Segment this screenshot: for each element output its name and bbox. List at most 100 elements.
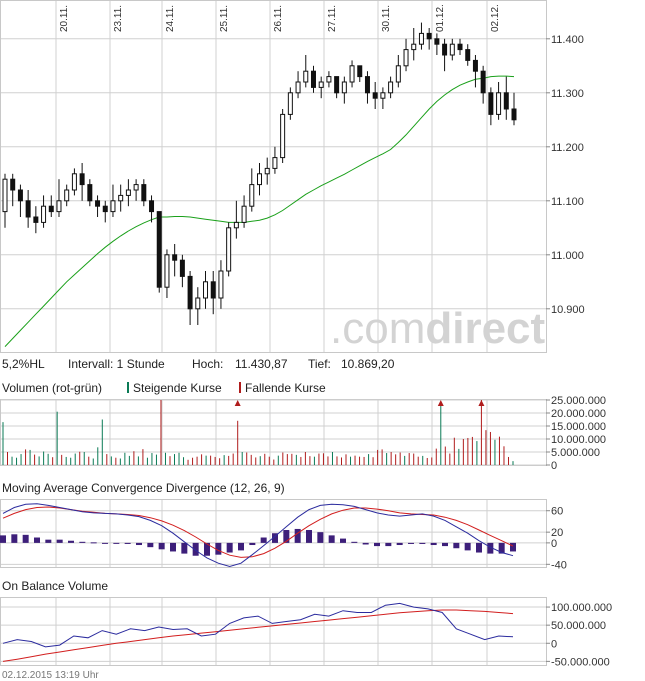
- macd-tick-label: -40: [551, 559, 567, 571]
- watermark-bold: direct: [425, 304, 545, 353]
- candle-body: [179, 259, 185, 277]
- candle-body: [210, 281, 216, 299]
- obv-axis: 100.000.000 50.000.000 0 -50.000.000: [546, 602, 612, 668]
- price-tick-label: 11.200: [551, 142, 584, 154]
- macd-histogram-bar: [215, 542, 222, 555]
- date-label: 24.11.: [165, 5, 176, 32]
- candle-body: [203, 281, 209, 299]
- macd-histogram-bar: [510, 542, 516, 552]
- candle-body: [226, 227, 232, 272]
- macd-histogram-bar: [90, 542, 97, 544]
- macd-histogram-bar: [249, 542, 256, 546]
- volume-tick-label: 15.000.000: [551, 421, 606, 433]
- macd-histogram-bar: [362, 542, 369, 545]
- moving-average-line: [4, 75, 515, 347]
- macd-lines: [2, 503, 514, 568]
- date-label: 01.12.: [435, 4, 446, 32]
- macd-histogram-bar: [238, 542, 244, 551]
- candle-body: [10, 178, 16, 191]
- candle-body: [341, 81, 347, 94]
- legend-rising-swatch: [127, 382, 129, 393]
- candle-body: [257, 173, 262, 186]
- macd-tick-label: 20: [551, 527, 563, 539]
- candle-body: [172, 254, 178, 261]
- date-label: 25.11.: [219, 5, 230, 32]
- date-label: 27.11.: [327, 5, 338, 32]
- volume-tick-label: 10.000.000: [551, 434, 606, 446]
- candle-body: [496, 92, 502, 115]
- candle-body: [357, 65, 363, 78]
- macd-histogram-bar: [283, 530, 290, 543]
- candle-body: [149, 200, 155, 213]
- candle-body: [488, 92, 494, 115]
- macd-tick-label: 0: [551, 538, 557, 550]
- macd-histogram-bar: [102, 542, 108, 544]
- date-axis: 20.11. 23.11. 24.11. 25.11. 26.11. 27.11. 30.1…: [59, 4, 501, 32]
- obv-frame: [0, 597, 547, 666]
- obv-title: On Balance Volume: [2, 579, 108, 593]
- candle-body: [87, 184, 93, 202]
- info-interval: Intervall: 1 Stunde: [68, 357, 165, 371]
- candle-body: [295, 81, 301, 94]
- macd-histogram-bar: [11, 534, 18, 543]
- candle-body: [2, 178, 8, 213]
- candle-body: [426, 32, 432, 40]
- macd-histogram-bar: [487, 542, 494, 554]
- candle-body: [280, 113, 286, 159]
- volume-axis: 05.000.00010.000.00015.000.00020.000.000…: [546, 395, 606, 472]
- candle-body: [310, 70, 316, 88]
- macd-tick-label: 60: [551, 506, 563, 518]
- candle-body: [102, 205, 108, 213]
- price-tick-label: 11.300: [551, 88, 584, 100]
- date-label: 30.11.: [381, 5, 392, 32]
- candle-body: [472, 59, 478, 72]
- macd-frame: [0, 499, 547, 568]
- macd-histogram-bar: [351, 541, 358, 543]
- candle-body: [434, 38, 440, 45]
- volume-tick-label: 20.000.000: [551, 408, 606, 420]
- macd-histogram-bar: [306, 530, 312, 543]
- candle-body: [71, 173, 77, 191]
- macd-histogram-bar: [68, 540, 74, 543]
- macd-panel: Moving Average Convergence Divergence (1…: [0, 481, 567, 571]
- macd-histogram-bar: [226, 542, 233, 553]
- volume-tick-label: 25.000.000: [551, 395, 606, 407]
- macd-histogram-bar: [374, 542, 380, 547]
- macd-histogram-bar: [408, 542, 414, 544]
- price-tick-label: 11.000: [551, 250, 584, 262]
- candle-body: [480, 70, 486, 94]
- macd-histogram-bar: [464, 542, 471, 551]
- macd-histogram-bar: [328, 535, 335, 543]
- candle-body: [449, 43, 455, 56]
- volume-title: Volumen (rot-grün): [2, 381, 102, 395]
- macd-histogram-bar: [45, 539, 52, 543]
- price-axis: 10.900 11.000 11.100 11.200 11.300 11.400: [546, 34, 585, 316]
- candle-body: [287, 92, 293, 115]
- macd-histogram-bar: [181, 542, 188, 554]
- macd-histogram-bar: [294, 528, 301, 543]
- volume-grid: [1, 399, 546, 466]
- macd-histogram-bar: [476, 542, 482, 553]
- candle-body: [141, 184, 147, 202]
- date-label: 02.12.: [490, 4, 501, 32]
- candle-body: [511, 108, 517, 121]
- legend-rising: Steigende Kurse: [133, 381, 222, 395]
- macd-histogram-bar: [192, 542, 199, 556]
- sma-path: [4, 75, 515, 347]
- candle-body: [326, 76, 332, 83]
- price-grid: [1, 1, 546, 352]
- macd-histogram-bar: [124, 542, 131, 544]
- candle-body: [156, 211, 162, 288]
- candle-body: [125, 189, 131, 196]
- candle-body: [272, 157, 278, 169]
- macd-title: Moving Average Convergence Divergence (1…: [2, 481, 285, 495]
- date-label: 26.11.: [273, 5, 284, 32]
- candle-body: [388, 81, 394, 94]
- candle-body: [110, 200, 116, 213]
- macd-histogram-bar: [113, 542, 120, 544]
- macd-histogram-bar: [498, 542, 505, 554]
- price-tick-label: 10.900: [551, 304, 585, 316]
- macd-histogram-bar: [204, 542, 210, 556]
- date-label: 23.11.: [113, 5, 124, 32]
